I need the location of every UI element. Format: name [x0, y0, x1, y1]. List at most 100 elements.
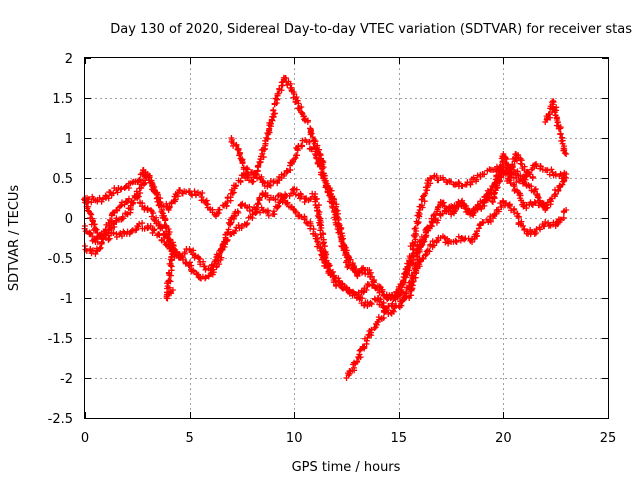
- trace-marker: [398, 288, 405, 295]
- trace-marker: [378, 286, 385, 293]
- trace-marker: [540, 200, 547, 207]
- trace-marker: [225, 226, 232, 233]
- trace-marker: [308, 146, 315, 153]
- trace-marker: [523, 202, 530, 209]
- trace-marker: [132, 178, 139, 185]
- trace-marker: [337, 233, 344, 240]
- trace-marker: [549, 99, 556, 106]
- data-point: [563, 151, 570, 157]
- trace-marker: [117, 203, 124, 210]
- y-tick-label: -0.5: [48, 252, 73, 267]
- plot-frame: [84, 57, 609, 419]
- x-tick-label: 20: [495, 431, 512, 446]
- trace-marker: [340, 285, 347, 292]
- trace-marker: [308, 130, 315, 137]
- trace-marker: [420, 192, 427, 199]
- trace-marker: [375, 314, 382, 321]
- trace-marker: [488, 166, 495, 173]
- trace-marker: [552, 171, 559, 178]
- trace-marker: [403, 294, 410, 301]
- trace-marker: [224, 236, 231, 243]
- trace-marker: [506, 170, 513, 177]
- trace-marker: [525, 182, 532, 189]
- trace-marker: [89, 237, 96, 244]
- trace-marker: [287, 166, 294, 173]
- trace-marker: [324, 188, 331, 195]
- trace-marker: [442, 239, 449, 246]
- trace-marker: [156, 232, 163, 239]
- trace-marker: [346, 368, 353, 375]
- trace-marker: [499, 197, 506, 204]
- trace-marker: [298, 104, 305, 111]
- trace-marker: [273, 95, 280, 102]
- trace-marker: [368, 301, 375, 308]
- trace-marker: [315, 202, 322, 209]
- trace-marker: [264, 207, 271, 214]
- trace-marker: [287, 80, 294, 87]
- trace-marker: [294, 152, 301, 159]
- trace-marker: [409, 240, 416, 247]
- trace-marker: [110, 230, 117, 237]
- trace-marker: [100, 196, 107, 203]
- trace-marker: [105, 229, 112, 236]
- trace-marker: [417, 203, 424, 210]
- trace-marker: [318, 171, 325, 178]
- trace-marker: [356, 347, 363, 354]
- trace-marker: [275, 202, 282, 209]
- trace-marker: [412, 225, 419, 232]
- trace-marker: [307, 222, 314, 229]
- trace-marker: [293, 186, 300, 193]
- trace-marker: [288, 203, 295, 210]
- trace-marker: [363, 337, 370, 344]
- trace-marker: [491, 191, 498, 198]
- trace-marker: [345, 262, 352, 269]
- trace-marker: [98, 239, 105, 246]
- trace-marker: [223, 203, 230, 210]
- trace-marker: [519, 177, 526, 184]
- trace-marker: [228, 136, 235, 143]
- trace-marker: [202, 274, 209, 281]
- trace-marker: [267, 194, 274, 201]
- trace-marker: [121, 230, 128, 237]
- y-tick-label: 2: [65, 52, 73, 67]
- trace-marker: [162, 241, 169, 248]
- series-trace-d: [82, 171, 176, 302]
- trace-marker: [107, 216, 114, 223]
- trace-marker: [294, 97, 301, 104]
- trace-marker: [497, 163, 504, 170]
- trace-marker: [507, 179, 514, 186]
- trace-marker: [421, 198, 428, 205]
- trace-marker: [459, 197, 466, 204]
- x-tick-label: 25: [600, 431, 617, 446]
- trace-marker: [547, 114, 554, 121]
- trace-marker: [329, 268, 336, 275]
- trace-marker: [302, 137, 309, 144]
- series-trace-e: [228, 135, 369, 280]
- y-tick-label: 0.5: [52, 172, 73, 187]
- trace-marker: [557, 131, 564, 138]
- trace-marker: [172, 196, 179, 203]
- trace-marker: [513, 187, 520, 194]
- trace-marker: [554, 119, 561, 126]
- trace-marker: [549, 169, 556, 176]
- trace-marker: [105, 220, 112, 227]
- trace-marker: [280, 195, 287, 202]
- trace-marker: [314, 235, 321, 242]
- trace-marker: [371, 325, 378, 332]
- trace-marker: [435, 217, 442, 224]
- trace-marker: [367, 299, 374, 306]
- trace-marker: [233, 182, 240, 189]
- trace-marker: [256, 194, 263, 201]
- trace-marker: [519, 180, 526, 187]
- trace-marker: [165, 226, 172, 233]
- trace-marker: [477, 221, 484, 228]
- trace-marker: [502, 154, 509, 161]
- trace-marker: [151, 226, 158, 233]
- y-tick-label: -2.5: [48, 412, 73, 427]
- y-tick-label: -2: [60, 372, 73, 387]
- trace-marker: [439, 199, 446, 206]
- trace-marker: [216, 261, 223, 268]
- trace-marker: [481, 171, 488, 178]
- trace-marker: [433, 173, 440, 180]
- trace-marker: [87, 246, 94, 253]
